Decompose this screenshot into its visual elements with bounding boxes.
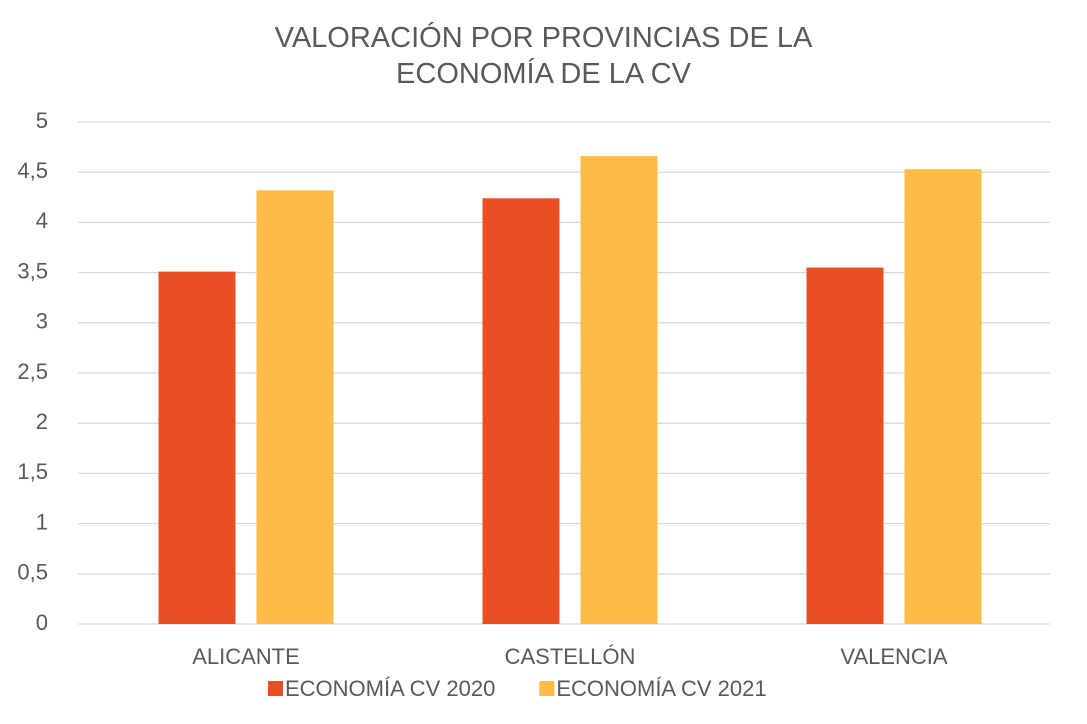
y-tick-label: 1,5 [17, 459, 48, 484]
x-tick-label: CASTELLÓN [505, 644, 636, 669]
y-tick-label: 0,5 [17, 560, 48, 585]
y-tick-label: 1 [36, 509, 48, 534]
y-tick-label: 2 [36, 409, 48, 434]
bar [482, 198, 560, 624]
y-tick-label: 2,5 [17, 359, 48, 384]
y-tick-label: 3,5 [17, 258, 48, 283]
bar [256, 190, 334, 624]
legend-label: ECONOMÍA CV 2020 [285, 676, 495, 701]
y-tick-label: 4 [36, 208, 48, 233]
bar [904, 169, 982, 625]
legend-label: ECONOMÍA CV 2021 [556, 676, 766, 701]
y-tick-label: 0 [36, 610, 48, 635]
chart-title: VALORACIÓN POR PROVINCIAS DE LA ECONOMÍA… [274, 22, 813, 90]
y-tick-label: 4,5 [17, 158, 48, 183]
title-box: VALORACIÓN POR PROVINCIAS DE LA ECONOMÍA… [0, 20, 1087, 92]
bar [158, 271, 236, 624]
bar [580, 156, 658, 625]
legend-swatch [539, 681, 555, 696]
y-tick-label: 5 [36, 108, 48, 133]
x-tick-label: ALICANTE [192, 644, 300, 669]
y-tick-label: 3 [36, 309, 48, 334]
x-tick-label: VALENCIA [840, 644, 948, 669]
bar [806, 267, 884, 624]
legend-swatch [268, 681, 283, 696]
